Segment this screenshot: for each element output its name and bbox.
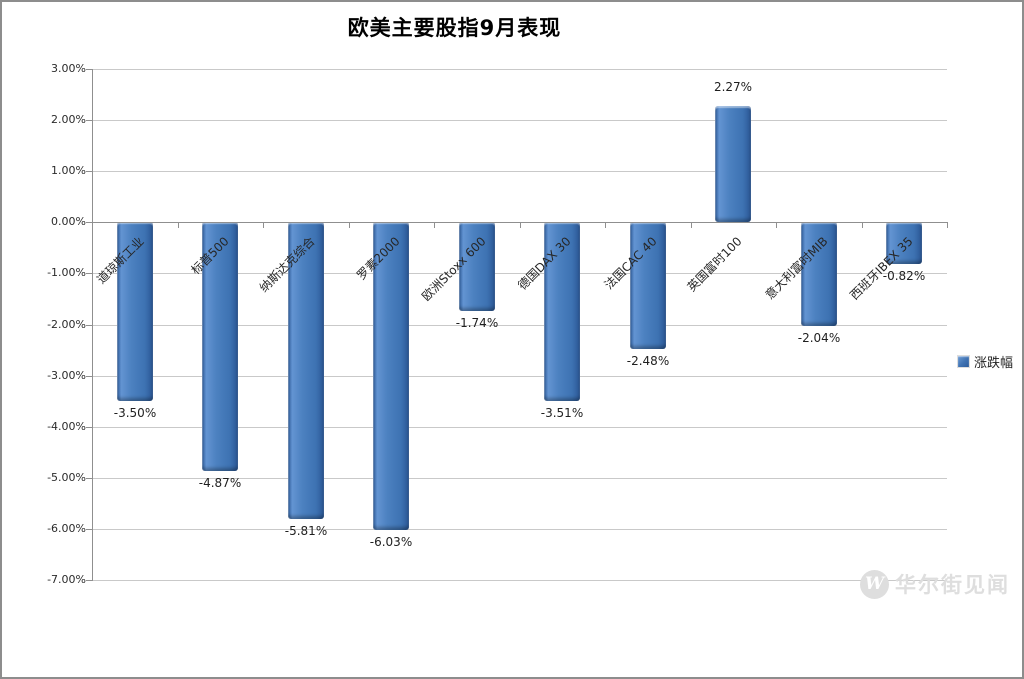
y-axis-tick bbox=[86, 222, 93, 223]
bar bbox=[459, 222, 495, 311]
y-axis-tick-label: 3.00% bbox=[51, 62, 86, 75]
y-axis-tick bbox=[86, 120, 93, 121]
y-axis-tick bbox=[86, 69, 93, 70]
bar bbox=[715, 106, 751, 222]
bar-value-label: -2.48% bbox=[626, 354, 670, 368]
bar-value-label: -6.03% bbox=[369, 535, 413, 549]
category-axis-tick bbox=[434, 222, 435, 228]
gridline bbox=[92, 325, 947, 326]
y-axis-tick bbox=[86, 171, 93, 172]
gridline bbox=[92, 376, 947, 377]
y-axis-tick-label: -1.00% bbox=[47, 266, 86, 279]
bar-value-label: -3.50% bbox=[113, 406, 157, 420]
y-axis-tick-label: 0.00% bbox=[51, 215, 86, 228]
bar-value-label: -5.81% bbox=[284, 524, 328, 538]
legend: 涨跌幅 bbox=[958, 352, 1013, 371]
gridline bbox=[92, 529, 947, 530]
category-axis-tick bbox=[349, 222, 350, 228]
category-axis-tick bbox=[178, 222, 179, 228]
bar bbox=[288, 222, 324, 519]
chart-title: 欧美主要股指9月表现 bbox=[347, 16, 562, 40]
category-axis-tick bbox=[520, 222, 521, 228]
category-label: 西班牙IBEX 35 bbox=[847, 234, 916, 303]
bar bbox=[544, 222, 580, 401]
bar bbox=[630, 222, 666, 349]
category-axis-tick bbox=[691, 222, 692, 228]
gridline bbox=[92, 580, 947, 581]
gridline bbox=[92, 478, 947, 479]
bar bbox=[117, 222, 153, 401]
y-axis-tick bbox=[86, 529, 93, 530]
gridline bbox=[92, 171, 947, 172]
y-axis-tick-label: -7.00% bbox=[47, 573, 86, 586]
y-axis-tick bbox=[86, 580, 93, 581]
bar-value-label: 2.27% bbox=[713, 80, 753, 94]
bar bbox=[801, 222, 837, 326]
bar-value-label: -4.87% bbox=[198, 476, 242, 490]
bar bbox=[373, 222, 409, 530]
category-axis-tick bbox=[92, 222, 93, 228]
category-axis-tick bbox=[776, 222, 777, 228]
bar-value-label: -1.74% bbox=[455, 316, 499, 330]
gridline bbox=[92, 69, 947, 70]
y-axis-tick bbox=[86, 376, 93, 377]
y-axis-tick bbox=[86, 478, 93, 479]
y-axis-tick-label: 1.00% bbox=[51, 164, 86, 177]
category-axis-tick bbox=[263, 222, 264, 228]
y-axis-tick-label: -3.00% bbox=[47, 369, 86, 382]
bar-value-label: -2.04% bbox=[797, 331, 841, 345]
legend-marker-icon bbox=[958, 356, 969, 367]
y-axis-tick bbox=[86, 427, 93, 428]
y-axis-tick bbox=[86, 273, 93, 274]
category-axis-tick bbox=[947, 222, 948, 228]
y-axis-tick bbox=[86, 325, 93, 326]
y-axis-tick-label: -6.00% bbox=[47, 522, 86, 535]
gridline bbox=[92, 427, 947, 428]
gridline bbox=[92, 273, 947, 274]
category-axis-tick bbox=[862, 222, 863, 228]
category-axis-tick bbox=[605, 222, 606, 228]
category-axis-line bbox=[92, 222, 947, 223]
y-axis-tick-label: -4.00% bbox=[47, 420, 86, 433]
gridline bbox=[92, 120, 947, 121]
bar bbox=[886, 222, 922, 264]
bar-value-label: -0.82% bbox=[882, 269, 926, 283]
watermark-logo-icon: W bbox=[860, 569, 889, 599]
legend-label: 涨跌幅 bbox=[974, 356, 1014, 371]
y-axis-tick-label: -2.00% bbox=[47, 318, 86, 331]
y-axis-tick-label: 2.00% bbox=[51, 113, 86, 126]
y-axis-tick-label: -5.00% bbox=[47, 471, 86, 484]
watermark-text: 华尔街见闻 bbox=[895, 573, 1010, 597]
watermark: W 华尔街见闻 bbox=[860, 569, 1010, 599]
bar-value-label: -3.51% bbox=[540, 406, 584, 420]
bar bbox=[202, 222, 238, 471]
